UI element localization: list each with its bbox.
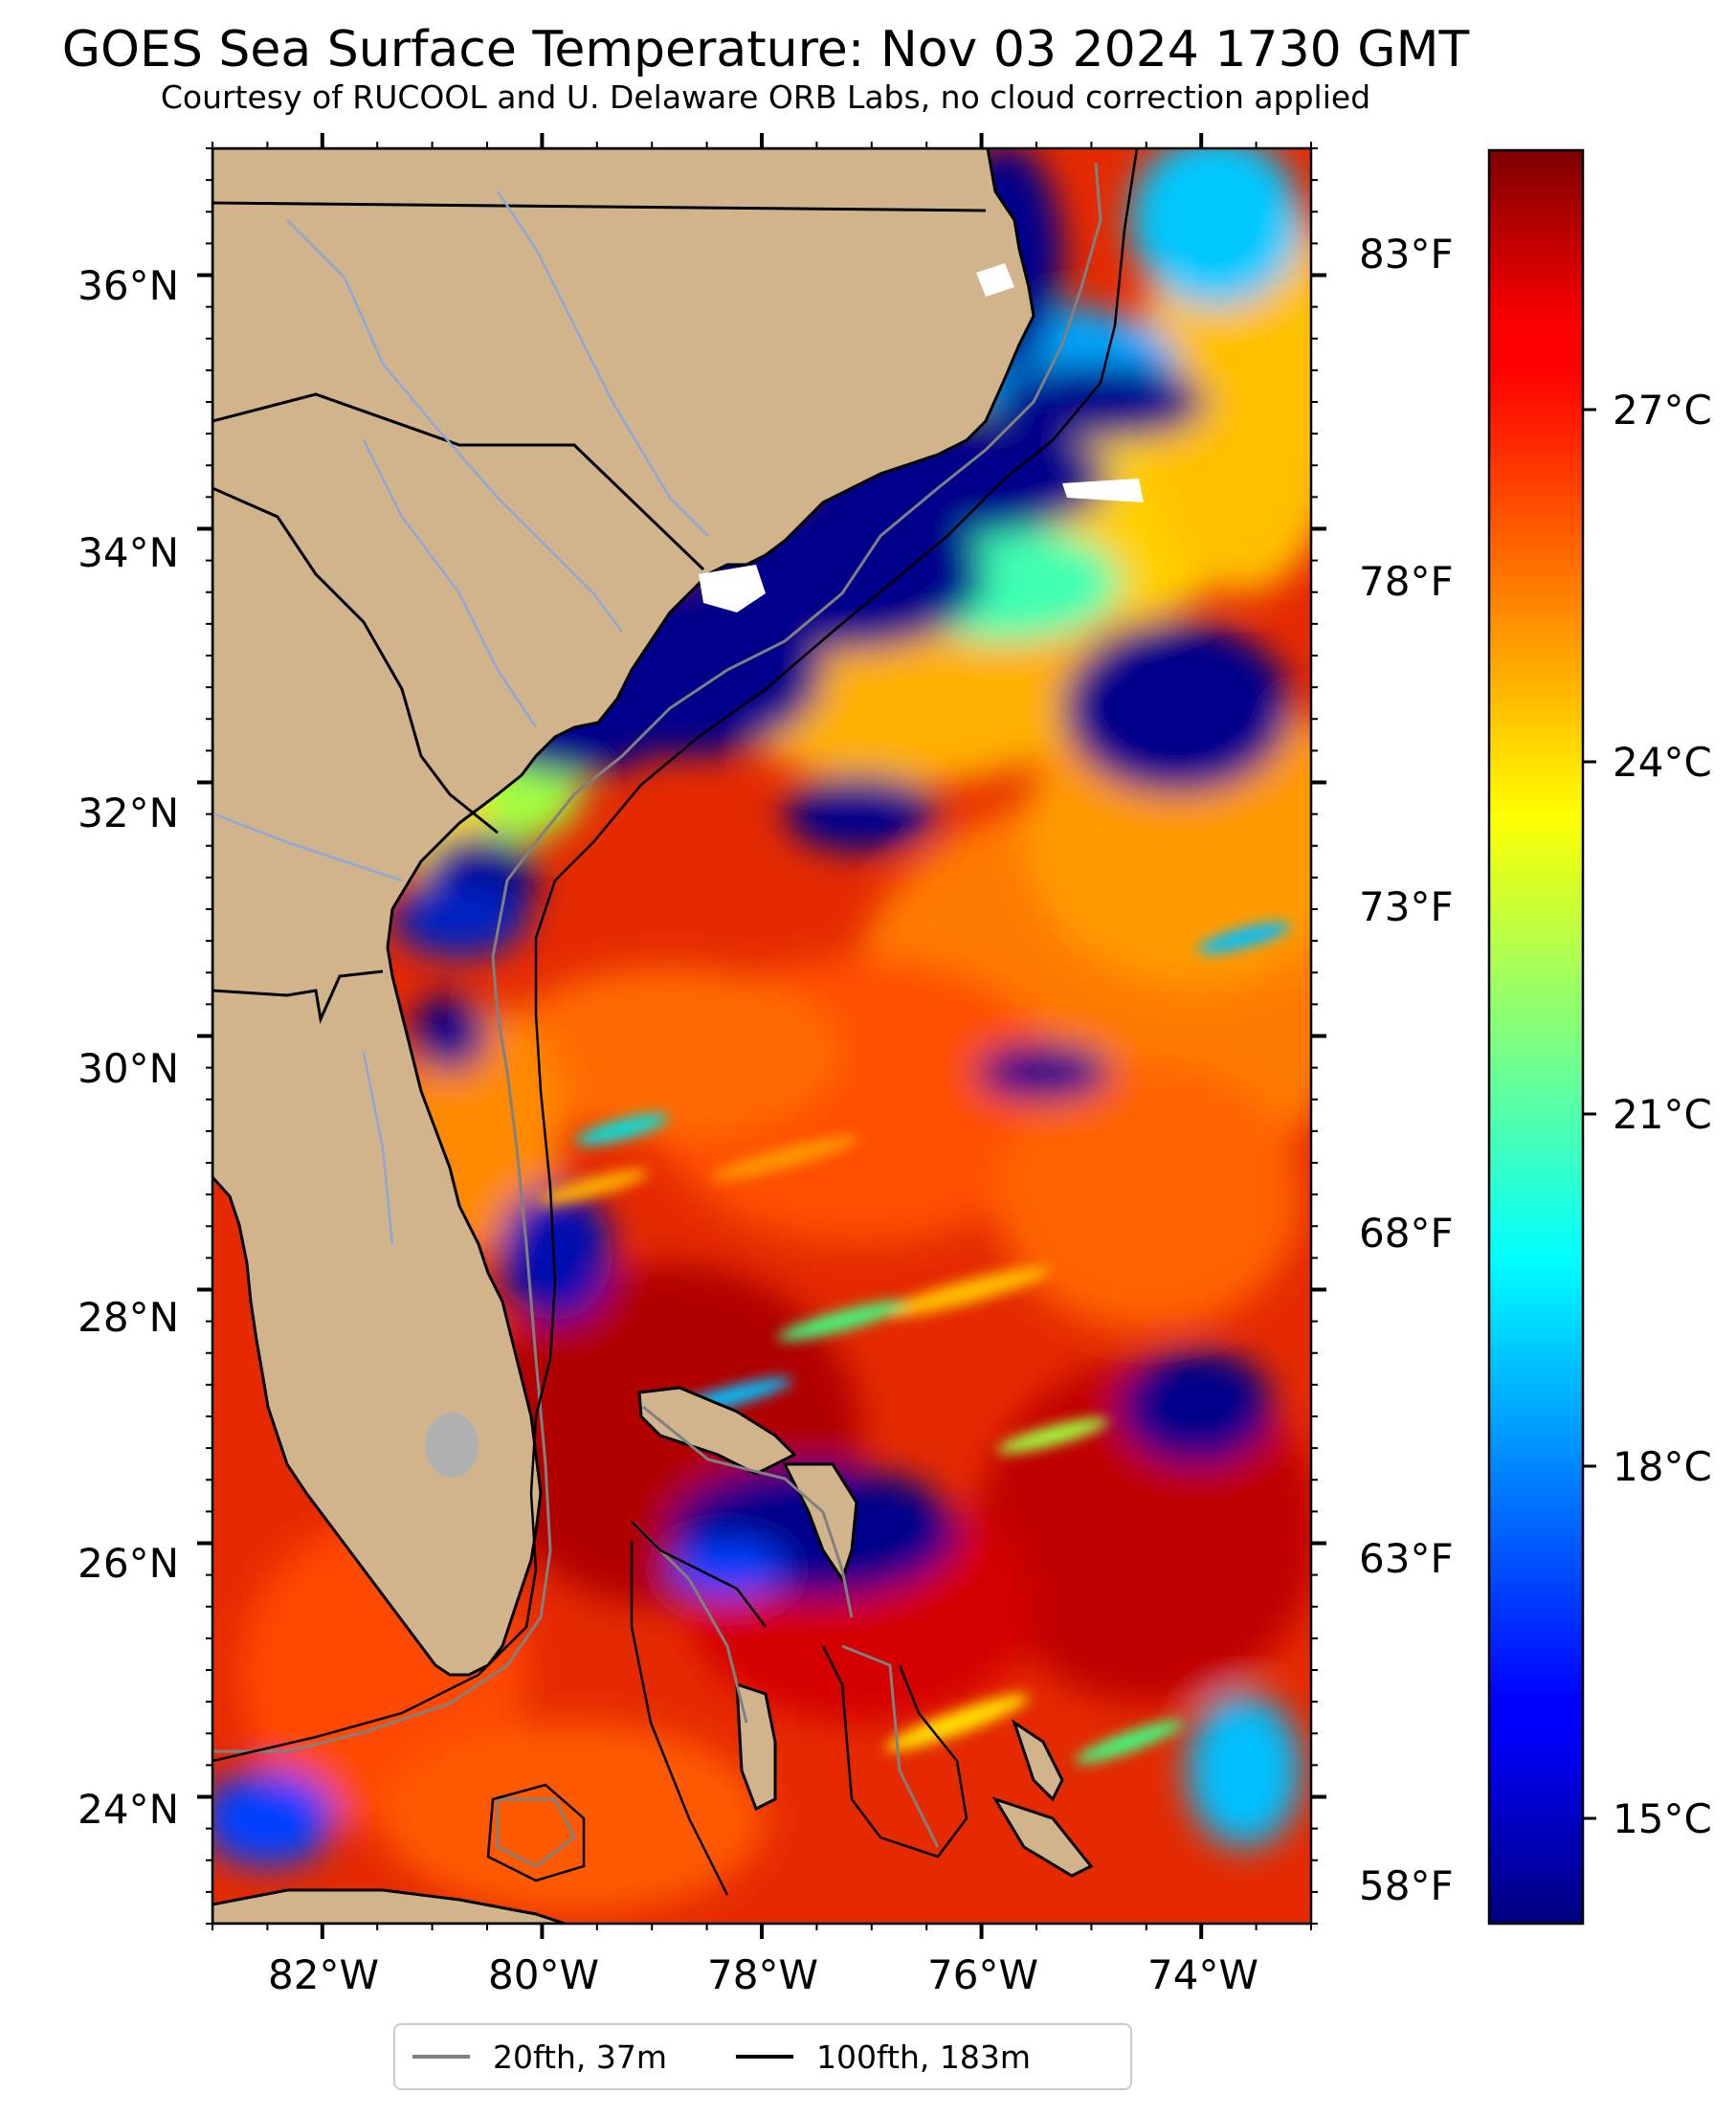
fahrenheit-tick-label: 83°F xyxy=(1359,231,1454,278)
map-area xyxy=(212,148,1311,1924)
lat-tick-label: 26°N xyxy=(78,1540,179,1587)
chart-title: GOES Sea Surface Temperature: Nov 03 202… xyxy=(61,21,1470,78)
lat-tick-label: 34°N xyxy=(78,529,179,576)
latitude-labels: 36°N 34°N 32°N 30°N 28°N 26°N 24°N xyxy=(78,262,179,1833)
fahrenheit-tick-label: 63°F xyxy=(1359,1535,1454,1582)
no-data-patch xyxy=(699,565,766,613)
fahrenheit-tick-label: 68°F xyxy=(1359,1210,1454,1257)
isobath-100fth xyxy=(212,148,1139,1896)
lon-tick-label: 74°W xyxy=(1147,1951,1258,1998)
colorbar-tick-label: 18°C xyxy=(1613,1443,1712,1490)
lat-tick-label: 30°N xyxy=(78,1045,179,1092)
fahrenheit-tick-label: 78°F xyxy=(1359,558,1454,605)
lat-tick-label: 28°N xyxy=(78,1294,179,1341)
colorbar-ticks xyxy=(1583,408,1596,1820)
lake-okeechobee xyxy=(425,1413,479,1478)
colorbar-tick-label: 27°C xyxy=(1613,387,1712,434)
bahamas-islands xyxy=(637,1386,1094,1878)
lat-tick-label: 32°N xyxy=(78,790,179,836)
lon-tick-label: 78°W xyxy=(707,1951,818,1998)
state-borders xyxy=(212,201,987,1025)
legend-item-20fth: 20fth, 37m xyxy=(412,2038,667,2076)
colorbar-tick-label: 24°C xyxy=(1613,739,1712,786)
colorbar xyxy=(1487,148,1585,1926)
cuba-land xyxy=(212,1888,566,1924)
legend-item-100fth: 100fth, 183m xyxy=(736,2038,1031,2076)
chart-subtitle: Courtesy of RUCOOL and U. Delaware ORB L… xyxy=(160,78,1371,116)
no-data-patch xyxy=(1062,479,1144,502)
fahrenheit-tick-label: 58°F xyxy=(1359,1862,1454,1909)
rivers xyxy=(212,190,709,1245)
isobath-legend: 20fth, 37m 100fth, 183m xyxy=(393,2023,1132,2090)
legend-label: 20fth, 37m xyxy=(493,2038,667,2076)
sst-field xyxy=(212,148,1311,1914)
fahrenheit-labels: 83°F 78°F 73°F 68°F 63°F 58°F xyxy=(1359,231,1454,1909)
lon-tick-label: 80°W xyxy=(488,1951,599,1998)
no-data-patch xyxy=(976,263,1014,297)
fahrenheit-tick-label: 73°F xyxy=(1359,883,1454,930)
sst-streaks xyxy=(537,922,1291,1764)
lat-tick-label: 24°N xyxy=(78,1786,179,1833)
lon-tick-label: 76°W xyxy=(927,1951,1038,1998)
lat-tick-label: 36°N xyxy=(78,262,179,309)
lon-tick-label: 82°W xyxy=(268,1951,379,1998)
colorbar-labels: 27°C 24°C 21°C 18°C 15°C xyxy=(1613,387,1712,1842)
colorbar-tick-label: 15°C xyxy=(1613,1795,1712,1842)
axis-ticks xyxy=(197,133,1326,1939)
colorbar-tick-label: 21°C xyxy=(1613,1091,1712,1138)
legend-swatch xyxy=(736,2055,793,2059)
longitude-labels: 82°W 80°W 78°W 76°W 74°W xyxy=(268,1951,1258,1998)
legend-swatch xyxy=(412,2055,470,2059)
us-mainland-land xyxy=(212,148,1035,1677)
legend-label: 100fth, 183m xyxy=(816,2038,1031,2076)
